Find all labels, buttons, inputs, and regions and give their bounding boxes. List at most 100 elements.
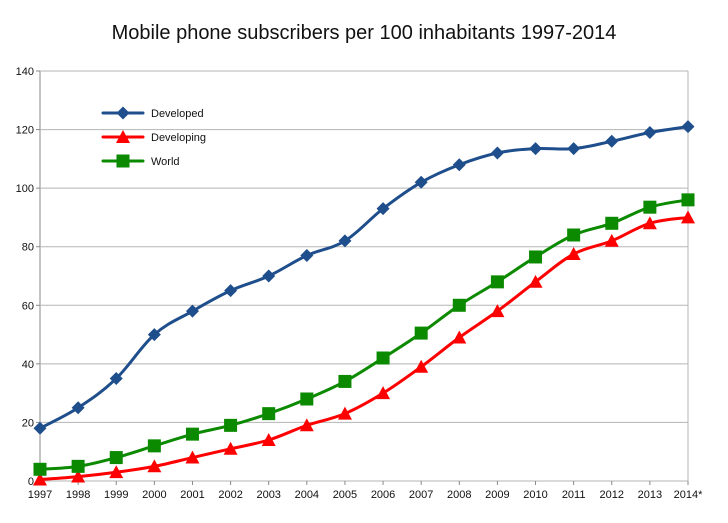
world-line: [38, 198, 690, 471]
legend-label-world: World: [151, 156, 180, 168]
developing-point-2001: [185, 450, 200, 464]
developed-point-2006: [376, 202, 390, 216]
developed-point-2010: [529, 142, 543, 156]
x-tick-label-2000: 2000: [142, 489, 166, 501]
developed-point-2001: [185, 304, 199, 318]
developing-point-1997: [33, 472, 47, 486]
developing-point-2013: [642, 216, 657, 230]
y-tick-label-120: 120: [16, 125, 34, 137]
world-point-2006: [376, 351, 390, 365]
developing-point-1999: [109, 465, 124, 479]
developed-point-2011: [567, 142, 581, 156]
legend-marker-developing: [116, 130, 130, 143]
y-tick-label-0: 0: [28, 476, 34, 488]
world-point-2009: [490, 275, 504, 289]
x-tick-label-2001: 2001: [180, 489, 204, 501]
developed-point-2008: [452, 158, 466, 172]
world-point-2003: [262, 407, 276, 421]
x-tick-label-2004: 2004: [295, 489, 319, 501]
legend-marker-world: [116, 154, 130, 168]
x-tick-label-2005: 2005: [333, 489, 357, 501]
x-tick-label-2009: 2009: [485, 489, 509, 501]
developing-point-2008: [452, 330, 467, 344]
developing-point-2003: [261, 433, 276, 446]
developed-point-2013: [643, 126, 657, 139]
world-point-1998: [71, 459, 85, 473]
world-point-1997: [33, 462, 47, 476]
developed-point-2005: [338, 234, 352, 248]
x-tick-label-1998: 1998: [66, 489, 90, 501]
x-tick-label-2008: 2008: [447, 489, 471, 501]
developing-point-2002: [223, 441, 238, 455]
series-world: [33, 193, 695, 476]
x-tick-label-2006: 2006: [371, 489, 395, 501]
legend-item-developed: Developed: [101, 106, 204, 120]
world-point-2004: [300, 392, 314, 406]
developed-point-2002: [224, 284, 238, 298]
developing-point-2007: [414, 359, 429, 373]
legend-item-developing: Developing: [101, 130, 206, 144]
x-tick-label-1997: 1997: [28, 489, 52, 501]
developing-point-2009: [490, 304, 505, 318]
x-tick-label-2013: 2013: [638, 489, 662, 501]
developed-point-1997: [33, 421, 47, 435]
developing-point-1998: [71, 469, 86, 483]
world-point-2014*: [681, 193, 695, 207]
y-axis: 0 20 40 60 80 100 120 140: [16, 66, 688, 488]
y-tick-label-140: 140: [16, 66, 34, 78]
developed-point-2012: [605, 134, 619, 148]
x-tick-label-2003: 2003: [256, 489, 280, 501]
legend-label-developed: Developed: [151, 108, 204, 120]
x-axis: 1997 1998 1999 2000 2001 2002 2003 2004 2005 2006…: [28, 481, 703, 501]
legend: Developed Developing World: [101, 106, 206, 168]
chart-title: Mobile phone subscribers per 100 inhabit…: [112, 22, 617, 44]
plot-frame: [39, 71, 689, 482]
developing-point-2011: [566, 247, 581, 260]
developing-point-2006: [376, 386, 391, 400]
developing-point-2014*: [681, 210, 695, 224]
series-developing: [33, 210, 695, 486]
developed-point-2014*: [681, 120, 695, 134]
world-point-2010: [529, 250, 543, 264]
developed-point-1998: [71, 401, 85, 415]
world-point-2012: [605, 216, 619, 230]
developed-point-2004: [300, 249, 314, 262]
y-tick-label-40: 40: [22, 359, 34, 371]
x-tick-label-2010: 2010: [523, 489, 547, 501]
series-group: [33, 120, 695, 486]
developing-line: [38, 215, 690, 482]
y-tick-label-60: 60: [22, 300, 34, 312]
x-tick-label-2007: 2007: [409, 489, 433, 501]
y-tick-label-100: 100: [16, 183, 34, 195]
developed-point-2007: [414, 175, 428, 189]
world-point-2007: [414, 326, 428, 340]
developing-point-2012: [604, 233, 619, 247]
world-point-2002: [224, 418, 238, 432]
x-tick-label-2011: 2011: [562, 489, 586, 501]
world-point-2001: [185, 427, 199, 441]
legend-item-world: World: [101, 154, 180, 168]
developing-point-2004: [299, 418, 314, 432]
developing-point-2010: [528, 274, 543, 288]
developing-point-2000: [147, 459, 162, 473]
developed-point-1999: [109, 372, 123, 385]
world-point-1999: [109, 451, 123, 465]
x-tick-label-2014*: 2014*: [674, 489, 703, 501]
world-point-2000: [147, 439, 161, 453]
developed-line: [38, 125, 690, 430]
developed-point-2003: [262, 269, 276, 283]
series-developed: [33, 120, 695, 435]
developed-point-2000: [147, 328, 161, 342]
developed-point-2009: [490, 146, 504, 160]
x-tick-label-2002: 2002: [218, 489, 242, 501]
world-point-2013: [643, 200, 657, 214]
legend-marker-developed: [116, 106, 130, 120]
y-tick-label-20: 20: [22, 417, 34, 429]
x-tick-label-2012: 2012: [600, 489, 624, 501]
world-point-2005: [338, 374, 352, 388]
y-tick-label-80: 80: [22, 242, 34, 254]
legend-label-developing: Developing: [151, 132, 206, 144]
world-point-2011: [567, 228, 581, 242]
world-point-2008: [452, 298, 466, 312]
